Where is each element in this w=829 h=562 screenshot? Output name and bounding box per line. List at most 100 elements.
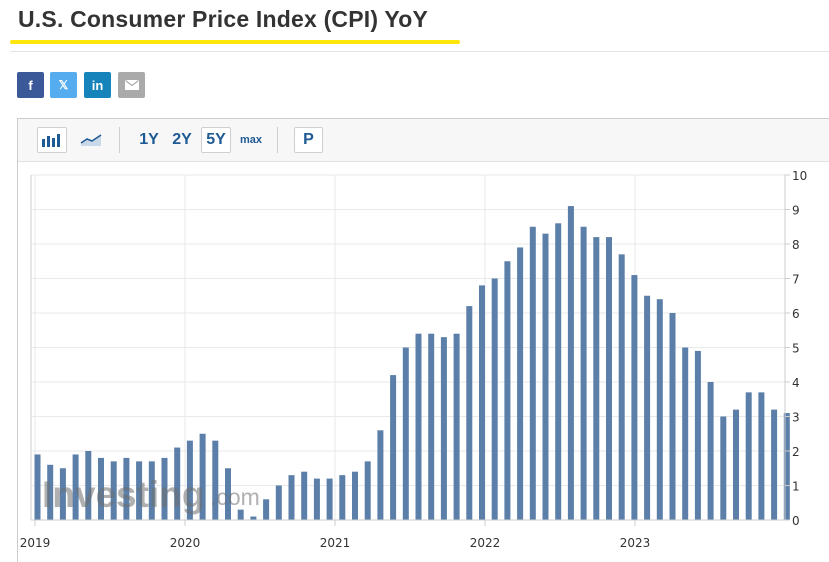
bar[interactable]: [682, 347, 689, 521]
x-tick-label: 2019: [20, 536, 51, 550]
email-icon: [124, 80, 139, 90]
bar[interactable]: [161, 457, 168, 520]
bar[interactable]: [250, 516, 257, 520]
bar[interactable]: [352, 471, 358, 520]
bar[interactable]: [263, 499, 270, 520]
bar[interactable]: [669, 313, 676, 520]
bar[interactable]: [555, 223, 562, 521]
bar[interactable]: [313, 478, 320, 520]
bar[interactable]: [364, 461, 371, 520]
bar[interactable]: [542, 233, 549, 520]
x-tick-label: 2023: [620, 536, 651, 550]
bar[interactable]: [199, 433, 206, 520]
bar[interactable]: [186, 440, 193, 520]
y-tick-label: 4: [792, 376, 800, 390]
linkedin-icon: in: [91, 77, 104, 93]
linkedin-share-button[interactable]: in: [84, 72, 111, 98]
bar[interactable]: [301, 471, 308, 520]
bar[interactable]: [47, 464, 54, 520]
bar[interactable]: [85, 451, 92, 520]
bar[interactable]: [59, 468, 66, 520]
toolbar-divider: [119, 127, 120, 153]
bar[interactable]: [148, 461, 155, 520]
y-tick-label: 3: [792, 411, 800, 425]
y-tick-label: 0: [792, 514, 800, 528]
bar[interactable]: [618, 254, 625, 520]
bar[interactable]: [745, 392, 752, 520]
bar[interactable]: [783, 413, 790, 520]
chart-panel: 1Y 2Y 5Y max P: [17, 118, 829, 562]
bar[interactable]: [504, 261, 511, 520]
bar[interactable]: [771, 409, 778, 520]
bar[interactable]: [326, 478, 333, 520]
bar[interactable]: [517, 247, 524, 520]
bar[interactable]: [174, 447, 181, 520]
bar[interactable]: [644, 295, 651, 520]
bar[interactable]: [377, 430, 384, 520]
y-tick-label: 5: [792, 342, 800, 356]
line-chart-button[interactable]: [76, 127, 106, 153]
bar[interactable]: [453, 333, 460, 520]
bar[interactable]: [491, 278, 498, 521]
divider: [10, 51, 829, 52]
bar[interactable]: [275, 485, 282, 521]
bar[interactable]: [402, 347, 409, 521]
y-tick-label: 7: [792, 273, 800, 287]
bar[interactable]: [580, 226, 587, 520]
bar[interactable]: [415, 333, 422, 520]
range-max-button[interactable]: max: [239, 134, 263, 146]
chart-toolbar: 1Y 2Y 5Y max P: [18, 119, 829, 162]
x-tick-label: 2020: [170, 536, 201, 550]
p-button[interactable]: P: [294, 127, 323, 153]
bar[interactable]: [428, 333, 435, 520]
toolbar-divider: [277, 127, 278, 153]
bar[interactable]: [479, 285, 485, 520]
y-tick-labels: 0 1 2 3 4 5 6 7 8 9 10: [785, 169, 807, 528]
x-tick-label: 2021: [320, 536, 351, 550]
range-2y-button[interactable]: 2Y: [172, 131, 192, 148]
bar[interactable]: [758, 392, 765, 520]
y-tick-label: 8: [792, 238, 800, 252]
bar[interactable]: [720, 416, 727, 521]
bar[interactable]: [606, 237, 612, 520]
bar[interactable]: [529, 226, 536, 520]
bar[interactable]: [72, 454, 79, 520]
y-tick-label: 2: [792, 445, 800, 459]
bar-chart-button[interactable]: [37, 127, 67, 153]
bar[interactable]: [567, 206, 574, 521]
bar[interactable]: [466, 306, 473, 520]
bar[interactable]: [339, 475, 346, 520]
email-share-button[interactable]: [118, 72, 145, 98]
bar[interactable]: [288, 475, 295, 520]
x-icon: 𝕏: [58, 78, 69, 92]
bar[interactable]: [733, 409, 739, 520]
bar[interactable]: [390, 375, 397, 520]
bar[interactable]: [237, 509, 244, 520]
y-tick-label: 6: [792, 307, 800, 321]
bar[interactable]: [631, 275, 638, 520]
bar[interactable]: [225, 468, 231, 520]
title-underline: [10, 40, 460, 44]
range-5y-button[interactable]: 5Y: [201, 127, 231, 153]
bar[interactable]: [136, 461, 143, 520]
x-tick-labels: 2019 2020 2021 2022 2023: [20, 520, 651, 550]
bar[interactable]: [694, 350, 701, 520]
bar[interactable]: [593, 237, 600, 520]
range-1y-button[interactable]: 1Y: [139, 131, 159, 148]
bar[interactable]: [212, 440, 219, 520]
bar[interactable]: [98, 457, 104, 520]
bar[interactable]: [707, 382, 714, 520]
bar[interactable]: [656, 299, 663, 520]
watermark-suffix: .com: [210, 484, 260, 510]
bar[interactable]: [34, 454, 41, 520]
bar[interactable]: [440, 337, 447, 520]
bar[interactable]: [110, 461, 117, 520]
y-tick-label: 1: [792, 480, 800, 494]
x-share-button[interactable]: 𝕏: [50, 72, 77, 98]
y-tick-label: 9: [792, 204, 800, 218]
facebook-share-button[interactable]: f: [17, 72, 44, 98]
bar[interactable]: [123, 457, 130, 520]
bar-series: [34, 206, 790, 521]
investing-watermark: Investing .com: [42, 474, 260, 515]
